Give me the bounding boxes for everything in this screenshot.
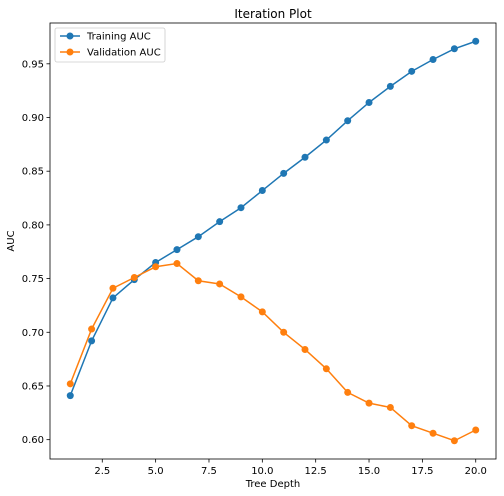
data-point-training-auc	[194, 233, 202, 241]
data-point-training-auc	[88, 337, 96, 345]
x-tick-label: 7.5	[201, 466, 217, 477]
data-point-validation-auc	[258, 308, 266, 316]
data-point-training-auc	[450, 45, 458, 53]
x-tick-label: 10.0	[251, 466, 273, 477]
x-tick-label: 20.0	[465, 466, 487, 477]
data-point-training-auc	[109, 294, 117, 302]
y-tick-label: 0.90	[22, 113, 44, 124]
data-point-training-auc	[216, 218, 224, 226]
data-point-validation-auc	[322, 365, 330, 373]
y-tick-label: 0.65	[22, 381, 44, 392]
data-point-validation-auc	[365, 399, 373, 407]
data-point-validation-auc	[429, 429, 437, 437]
data-point-validation-auc	[280, 328, 288, 336]
data-point-training-auc	[258, 187, 266, 195]
data-point-validation-auc	[301, 345, 309, 353]
legend: Training AUC Validation AUC	[54, 27, 166, 63]
y-tick-label: 0.75	[22, 274, 44, 285]
data-point-validation-auc	[386, 403, 394, 411]
data-point-validation-auc	[173, 260, 181, 268]
data-point-validation-auc	[109, 284, 117, 292]
y-tick-label: 0.85	[22, 167, 44, 178]
data-point-training-auc	[237, 204, 245, 212]
legend-marker-validation	[66, 48, 74, 56]
data-point-training-auc	[322, 136, 330, 144]
x-axis-label: Tree Depth	[245, 479, 300, 490]
x-tick-label: 17.5	[411, 466, 433, 477]
data-point-validation-auc	[408, 422, 416, 430]
data-point-validation-auc	[130, 274, 138, 282]
legend-marker-training	[66, 32, 74, 40]
chart-title: Iteration Plot	[234, 7, 312, 21]
data-point-training-auc	[472, 37, 480, 45]
x-tick-label: 2.5	[94, 466, 110, 477]
data-point-training-auc	[280, 169, 288, 177]
y-tick-label: 0.60	[22, 435, 44, 446]
axes-frame	[49, 22, 497, 460]
y-axis-label: AUC	[6, 230, 17, 251]
legend-box	[54, 27, 166, 63]
data-point-validation-auc	[216, 280, 224, 288]
data-point-training-auc	[344, 117, 352, 125]
series-line-validation-auc	[69, 262, 477, 442]
y-tick-label: 0.95	[22, 59, 44, 70]
data-point-training-auc	[301, 153, 309, 161]
data-point-validation-auc	[237, 293, 245, 301]
x-tick-label: 5.0	[148, 466, 164, 477]
y-tick-label: 0.80	[22, 220, 44, 231]
data-point-validation-auc	[66, 380, 74, 388]
data-point-training-auc	[66, 392, 74, 400]
data-point-validation-auc	[450, 437, 458, 445]
series-line-training-auc	[69, 40, 476, 396]
data-point-validation-auc	[152, 263, 160, 271]
x-axis: 2.5 5.0 7.5 10.0 12.5 15.0 17.5 20.0	[94, 459, 487, 477]
data-point-training-auc	[408, 67, 416, 75]
x-tick-label: 12.5	[305, 466, 327, 477]
data-point-training-auc	[365, 98, 373, 106]
x-tick-label: 15.0	[358, 466, 380, 477]
data-point-validation-auc	[472, 426, 480, 434]
legend-label-validation: Validation AUC	[87, 48, 161, 59]
data-point-training-auc	[429, 56, 437, 64]
plot-area	[66, 37, 480, 445]
y-tick-label: 0.70	[22, 328, 44, 339]
y-axis: 0.60 0.65 0.70 0.75 0.80 0.85 0.90 0.95	[22, 59, 50, 446]
data-point-training-auc	[173, 246, 181, 254]
data-point-validation-auc	[194, 277, 202, 285]
data-point-validation-auc	[344, 388, 352, 396]
legend-label-training: Training AUC	[86, 32, 151, 43]
data-point-validation-auc	[88, 325, 96, 333]
data-point-training-auc	[386, 82, 394, 90]
